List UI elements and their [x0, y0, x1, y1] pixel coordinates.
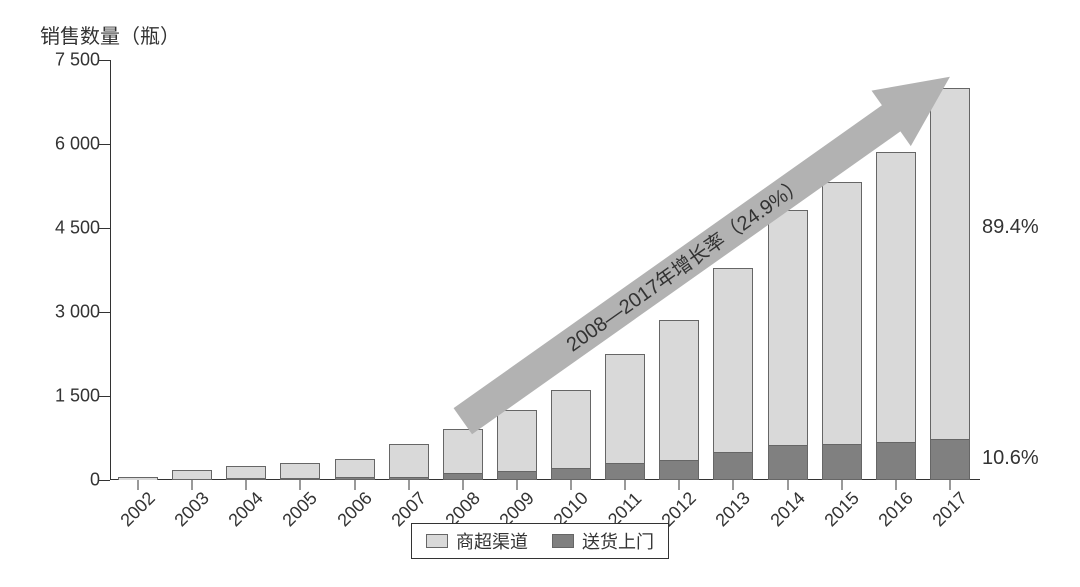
bar-segment — [605, 463, 645, 480]
x-tick-label: 2002 — [116, 488, 159, 531]
bar-segment — [172, 470, 212, 479]
bar-segment — [876, 442, 916, 480]
x-tick — [408, 480, 409, 490]
x-tick-label: 2005 — [279, 488, 322, 531]
y-tick-label: 1 500 — [30, 386, 100, 407]
x-tick-label: 2017 — [928, 488, 971, 531]
x-tick — [733, 480, 734, 490]
x-tick — [138, 480, 139, 490]
bar-segment — [822, 444, 862, 480]
x-tick — [895, 480, 896, 490]
bar-segment — [335, 459, 375, 477]
bars-area: 2002200320042005200620072008200920102011… — [110, 60, 980, 480]
x-tick — [949, 480, 950, 490]
x-tick — [192, 480, 193, 490]
bar-segment — [497, 410, 537, 471]
legend-item-channel-2: 送货上门 — [552, 528, 654, 554]
x-tick-label: 2015 — [820, 488, 863, 531]
x-tick-label: 2016 — [874, 488, 917, 531]
y-tick-label: 4 500 — [30, 218, 100, 239]
x-tick — [354, 480, 355, 490]
legend: 商超渠道 送货上门 — [411, 523, 669, 559]
bar-segment — [389, 444, 429, 476]
legend-swatch — [426, 534, 448, 548]
bar-segment — [443, 429, 483, 473]
x-tick — [300, 480, 301, 490]
legend-item-channel-1: 商超渠道 — [426, 528, 528, 554]
x-tick-label: 2004 — [225, 488, 268, 531]
y-tick-label: 6 000 — [30, 134, 100, 155]
bar-segment — [768, 210, 808, 445]
bar-segment — [551, 390, 591, 467]
bar-segment — [822, 182, 862, 444]
bar-segment — [930, 88, 970, 439]
percent-label: 10.6% — [982, 447, 1039, 470]
bar-segment — [659, 460, 699, 480]
y-tick-label: 0 — [30, 470, 100, 491]
bar-segment — [930, 439, 970, 480]
legend-label: 商超渠道 — [456, 528, 528, 554]
x-tick-label: 2006 — [333, 488, 376, 531]
legend-label: 送货上门 — [582, 528, 654, 554]
bar-segment — [659, 320, 699, 459]
bar-segment — [713, 452, 753, 480]
bar-segment — [497, 471, 537, 480]
bar-segment — [280, 463, 320, 478]
bar-segment — [443, 473, 483, 480]
x-tick-label: 2014 — [766, 488, 809, 531]
bar-segment — [551, 468, 591, 480]
x-tick — [625, 480, 626, 490]
x-tick — [841, 480, 842, 490]
x-tick-label: 2003 — [171, 488, 214, 531]
x-tick — [246, 480, 247, 490]
bar-segment — [768, 445, 808, 480]
legend-swatch — [552, 534, 574, 548]
bar-segment — [226, 466, 266, 478]
chart-container: 销售数量（瓶） 01 5003 0004 5006 0007 500 20022… — [40, 20, 1040, 565]
bar-segment — [876, 152, 916, 442]
x-tick — [516, 480, 517, 490]
x-tick — [787, 480, 788, 490]
x-tick — [462, 480, 463, 490]
x-tick — [571, 480, 572, 490]
x-tick-label: 2013 — [712, 488, 755, 531]
plot-area: 01 5003 0004 5006 0007 500 2002200320042… — [110, 60, 980, 480]
x-tick — [679, 480, 680, 490]
bar-segment — [713, 268, 753, 452]
percent-label: 89.4% — [982, 216, 1039, 239]
y-tick-label: 3 000 — [30, 302, 100, 323]
y-axis-title: 销售数量（瓶） — [40, 20, 180, 49]
bar-segment — [605, 354, 645, 463]
y-tick-label: 7 500 — [30, 50, 100, 71]
